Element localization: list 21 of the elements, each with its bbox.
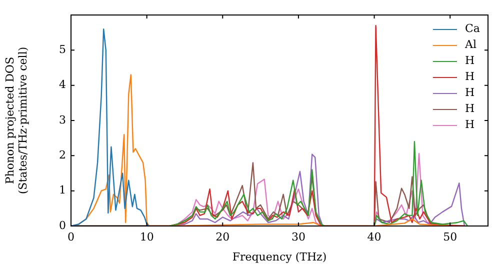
legend-label: H xyxy=(465,101,475,117)
y-tick-label: 3 xyxy=(59,113,66,126)
legend-label: H xyxy=(465,69,475,85)
legend-label: Al xyxy=(465,37,476,53)
y-tick-label: 0 xyxy=(59,218,66,232)
legend-label: Ca xyxy=(465,21,480,37)
legend-label: H xyxy=(465,85,475,101)
y-tick-label: 1 xyxy=(59,184,66,197)
x-tick-label: 20 xyxy=(216,230,230,244)
x-axis-title: Frequency (THz) xyxy=(232,250,327,264)
legend-label: H xyxy=(465,117,475,133)
y-tick-label: 2 xyxy=(59,148,66,162)
x-tick-label: 40 xyxy=(367,230,382,244)
x-tick-label: 10 xyxy=(140,230,154,244)
x-tick-label: 50 xyxy=(443,230,458,244)
y-tick-label: 5 xyxy=(59,43,66,56)
x-tick-label: 30 xyxy=(291,230,306,244)
legend-label: H xyxy=(465,53,475,69)
y-tick-label: 4 xyxy=(59,78,66,92)
y-axis-title: Phonon projected DOS (States/THz·primitive cell) xyxy=(3,46,30,194)
x-tick-label: 0 xyxy=(68,230,74,244)
